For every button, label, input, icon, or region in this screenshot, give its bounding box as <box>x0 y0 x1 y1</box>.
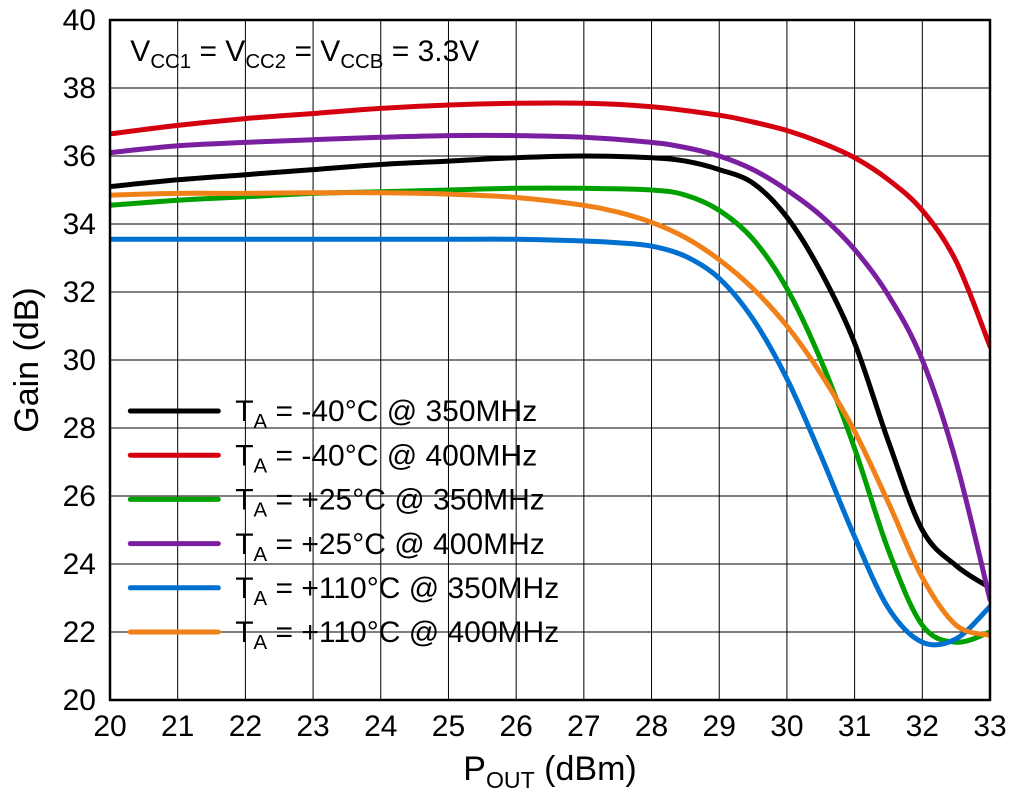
y-tick-label: 36 <box>63 140 96 173</box>
legend-label-pos110_400: TA = +110°C @ 400MHz <box>235 616 559 654</box>
x-tick-label: 28 <box>635 710 668 743</box>
x-tick-label: 22 <box>229 710 262 743</box>
y-tick-label: 22 <box>63 616 96 649</box>
y-tick-label: 24 <box>63 548 96 581</box>
y-tick-label: 34 <box>63 208 96 241</box>
y-tick-label: 28 <box>63 412 96 445</box>
x-tick-label: 25 <box>432 710 465 743</box>
y-tick-label: 20 <box>63 684 96 717</box>
y-tick-label: 38 <box>63 72 96 105</box>
x-tick-label: 24 <box>364 710 397 743</box>
y-axis-label: Gain (dB) <box>8 287 46 433</box>
x-tick-label: 20 <box>93 710 126 743</box>
x-tick-label: 33 <box>973 710 1006 743</box>
x-tick-label: 30 <box>770 710 803 743</box>
x-tick-label: 29 <box>703 710 736 743</box>
chart-container: 20 21 22 23 24 25 26 27 28 29 30 31 32 33 20 22 24 26 28 30… <box>0 0 1010 812</box>
x-tick-label: 23 <box>296 710 329 743</box>
legend-label-pos110_350: TA = +110°C @ 350MHz <box>235 572 559 610</box>
gain-vs-pout-chart: 20 21 22 23 24 25 26 27 28 29 30 31 32 33 20 22 24 26 28 30… <box>0 0 1010 812</box>
y-tick-label: 40 <box>63 4 96 37</box>
legend-label-neg40_400: TA = -40°C @ 400MHz <box>235 439 537 477</box>
x-tick-label: 27 <box>567 710 600 743</box>
y-tick-label: 32 <box>63 276 96 309</box>
x-tick-label: 26 <box>499 710 532 743</box>
y-tick-label: 26 <box>63 480 96 513</box>
x-tick-label: 31 <box>838 710 871 743</box>
x-tick-label: 21 <box>161 710 194 743</box>
y-tick-label: 30 <box>63 344 96 377</box>
legend-label-pos25_350: TA = +25°C @ 350MHz <box>235 484 545 522</box>
legend-label-pos25_400: TA = +25°C @ 400MHz <box>235 528 545 566</box>
legend-label-neg40_350: TA = -40°C @ 350MHz <box>235 395 537 433</box>
x-tick-label: 32 <box>906 710 939 743</box>
